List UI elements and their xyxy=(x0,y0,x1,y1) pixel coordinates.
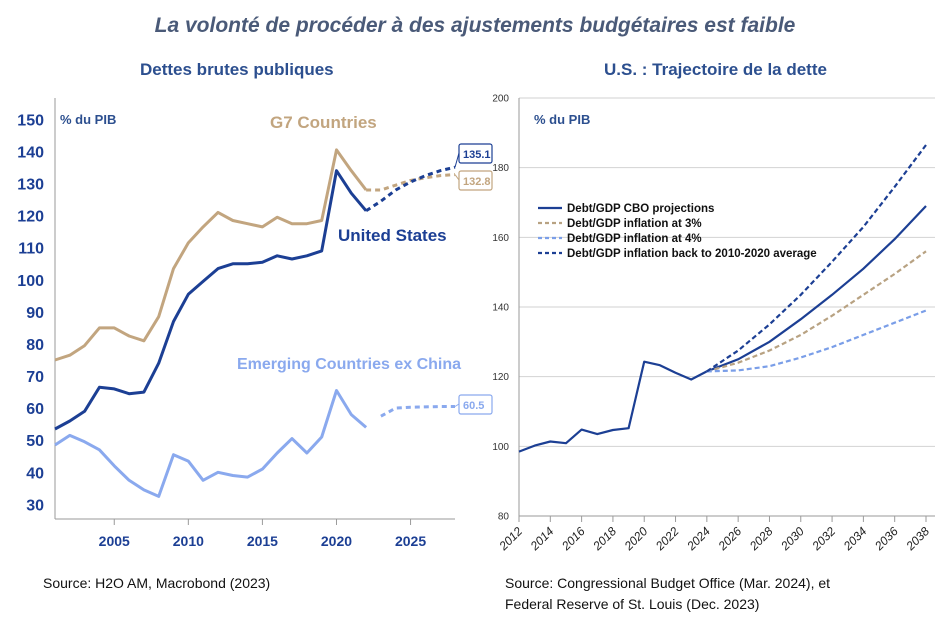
right-y-tick-label: 140 xyxy=(492,303,509,314)
left-x-tick-label: 2010 xyxy=(173,533,204,549)
right-legend-label-inflation-4: Debt/GDP inflation at 4% xyxy=(567,233,702,245)
left-series-us-line xyxy=(54,169,368,431)
right-x-tick-label: 2020 xyxy=(621,524,651,554)
right-x-tick-label: 2026 xyxy=(715,524,745,554)
left-end-label-us: 135.1 xyxy=(463,149,491,161)
right-legend-label-cbo: Debt/GDP CBO projections xyxy=(567,203,714,215)
left-end-connector-g7 xyxy=(454,174,460,181)
left-x-tick-label: 2015 xyxy=(247,533,278,549)
left-y-tick-label: 130 xyxy=(17,177,44,194)
left-y-tick-label: 50 xyxy=(26,433,44,450)
left-y-tick-label: 60 xyxy=(26,401,44,418)
right-x-tick-label: 2014 xyxy=(527,524,557,554)
left-y-tick-label: 100 xyxy=(17,273,44,290)
left-end-box-em xyxy=(458,394,493,415)
left-y-tick-label: 40 xyxy=(26,465,44,482)
left-chart-title: Dettes brutes publiques xyxy=(140,60,334,79)
right-series-inflation-3-line xyxy=(706,250,927,373)
right-legend-label-inflation-3: Debt/GDP inflation at 3% xyxy=(567,218,702,230)
left-y-tick-label: 90 xyxy=(26,305,44,322)
right-legend-label-inflation-avg: Debt/GDP inflation back to 2010-2020 ave… xyxy=(567,248,817,260)
right-y-axis-label: % du PIB xyxy=(534,112,590,127)
right-x-tick-label: 2028 xyxy=(746,524,776,554)
left-end-label-em: 60.5 xyxy=(463,400,484,412)
right-y-tick-label: 200 xyxy=(492,94,509,105)
right-y-tick-label: 120 xyxy=(492,372,509,383)
left-end-label-g7: 132.8 xyxy=(463,176,491,188)
left-y-tick-label: 110 xyxy=(18,241,44,258)
right-source-line-1: Source: Congressional Budget Office (Mar… xyxy=(505,575,831,591)
left-end-connector-em xyxy=(454,403,460,407)
right-x-tick-label: 2016 xyxy=(558,524,588,554)
left-y-tick-label: 80 xyxy=(26,337,44,354)
left-series-g7-projection xyxy=(366,173,456,192)
right-history-line xyxy=(518,360,708,453)
left-end-box-g7 xyxy=(458,170,493,191)
left-x-tick-label: 2005 xyxy=(99,533,130,549)
right-x-tick-label: 2018 xyxy=(590,524,620,554)
right-x-tick-label: 2034 xyxy=(840,524,870,554)
left-end-box-us xyxy=(458,143,493,164)
left-y-tick-label: 120 xyxy=(17,209,44,226)
right-series-cbo-line xyxy=(706,205,927,373)
left-series-em-line xyxy=(54,389,368,498)
left-series-g7-line xyxy=(54,148,368,362)
right-x-tick-label: 2036 xyxy=(871,524,901,554)
right-y-tick-label: 160 xyxy=(492,233,509,244)
right-x-tick-label: 2022 xyxy=(652,524,682,554)
left-y-tick-label: 150 xyxy=(17,112,44,129)
right-x-tick-label: 2030 xyxy=(777,524,807,554)
right-x-tick-label: 2032 xyxy=(809,524,839,554)
left-end-connector-us xyxy=(454,152,460,168)
right-series-inflation-avg-line xyxy=(706,144,927,373)
left-y-tick-label: 30 xyxy=(26,497,44,514)
left-y-tick-label: 70 xyxy=(26,369,44,386)
left-source: Source: H2O AM, Macrobond (2023) xyxy=(43,575,271,591)
right-x-tick-label: 2024 xyxy=(683,524,713,554)
left-y-axis-label: % du PIB xyxy=(60,112,116,127)
right-x-tick-label: 2038 xyxy=(903,524,933,554)
left-series-us-label: United States xyxy=(338,226,447,245)
left-series-em-label: Emerging Countries ex China xyxy=(237,356,461,373)
left-series-g7-label: G7 Countries xyxy=(270,113,377,132)
left-x-tick-label: 2025 xyxy=(395,533,426,549)
right-source: Source: Congressional Budget Office (Mar… xyxy=(505,573,830,615)
right-x-tick-label: 2012 xyxy=(496,524,526,554)
right-source-line-2: Federal Reserve of St. Louis (Dec. 2023) xyxy=(505,596,760,612)
left-x-tick-label: 2020 xyxy=(321,533,352,549)
right-y-tick-label: 100 xyxy=(492,442,509,453)
right-y-tick-label: 80 xyxy=(498,512,510,523)
right-y-tick-label: 180 xyxy=(492,163,509,174)
main-title: La volonté de procéder à des ajustements… xyxy=(154,14,796,37)
left-y-tick-label: 140 xyxy=(17,144,44,161)
left-series-us-projection xyxy=(365,165,456,213)
left-series-em-projection xyxy=(380,405,455,418)
right-series-inflation-4-line xyxy=(706,309,927,373)
right-chart-title: U.S. : Trajectoire de la dette xyxy=(604,60,827,79)
